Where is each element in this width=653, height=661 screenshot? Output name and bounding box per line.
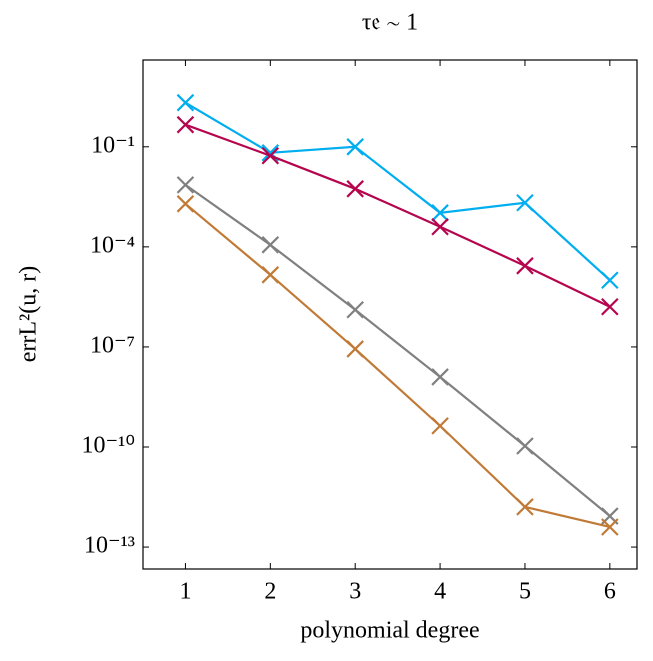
point-marker	[176, 195, 195, 213]
point-marker	[346, 300, 364, 319]
y-axis-label: errL²(u, r)	[16, 266, 42, 362]
x-tick-label: 4	[434, 579, 446, 605]
y-tick-label: 10⁻¹⁰	[82, 432, 135, 458]
point-marker	[601, 518, 619, 536]
x-tick-label: 5	[519, 579, 531, 605]
point-marker	[346, 340, 364, 358]
point-marker	[346, 138, 364, 156]
x-tick-label: 2	[264, 579, 276, 605]
point-marker	[176, 93, 195, 112]
x-tick-label: 6	[604, 579, 616, 605]
point-marker	[601, 297, 619, 316]
point-marker	[431, 368, 449, 386]
series-line	[184, 184, 611, 517]
point-marker	[516, 498, 534, 516]
point-marker	[431, 218, 449, 236]
series-line	[184, 202, 611, 529]
x-tick-label: 1	[179, 579, 191, 605]
x-axis-label: polynomial degree	[300, 618, 479, 644]
point-marker	[346, 180, 364, 198]
y-tick-label: 10⁻¹³	[84, 533, 135, 559]
point-marker	[176, 176, 195, 194]
x-tick-label: 3	[349, 579, 361, 605]
y-tick-label: 10⁻¹	[91, 132, 135, 158]
plot-frame	[142, 59, 638, 570]
point-marker	[516, 193, 534, 212]
point-marker	[516, 257, 534, 275]
point-marker	[516, 437, 534, 455]
point-marker	[431, 204, 449, 222]
point-marker	[261, 146, 280, 165]
y-tick-label: 10⁻⁷	[90, 332, 135, 358]
point-marker	[176, 115, 195, 134]
chart-title: τ𝔢 ∼ 1	[362, 10, 418, 36]
point-marker	[601, 271, 619, 289]
series-line	[184, 101, 611, 282]
series-line	[185, 123, 611, 308]
y-tick-label: 10⁻⁴	[90, 232, 135, 258]
point-marker	[431, 417, 449, 435]
point-marker	[261, 236, 280, 254]
point-marker	[261, 266, 280, 284]
